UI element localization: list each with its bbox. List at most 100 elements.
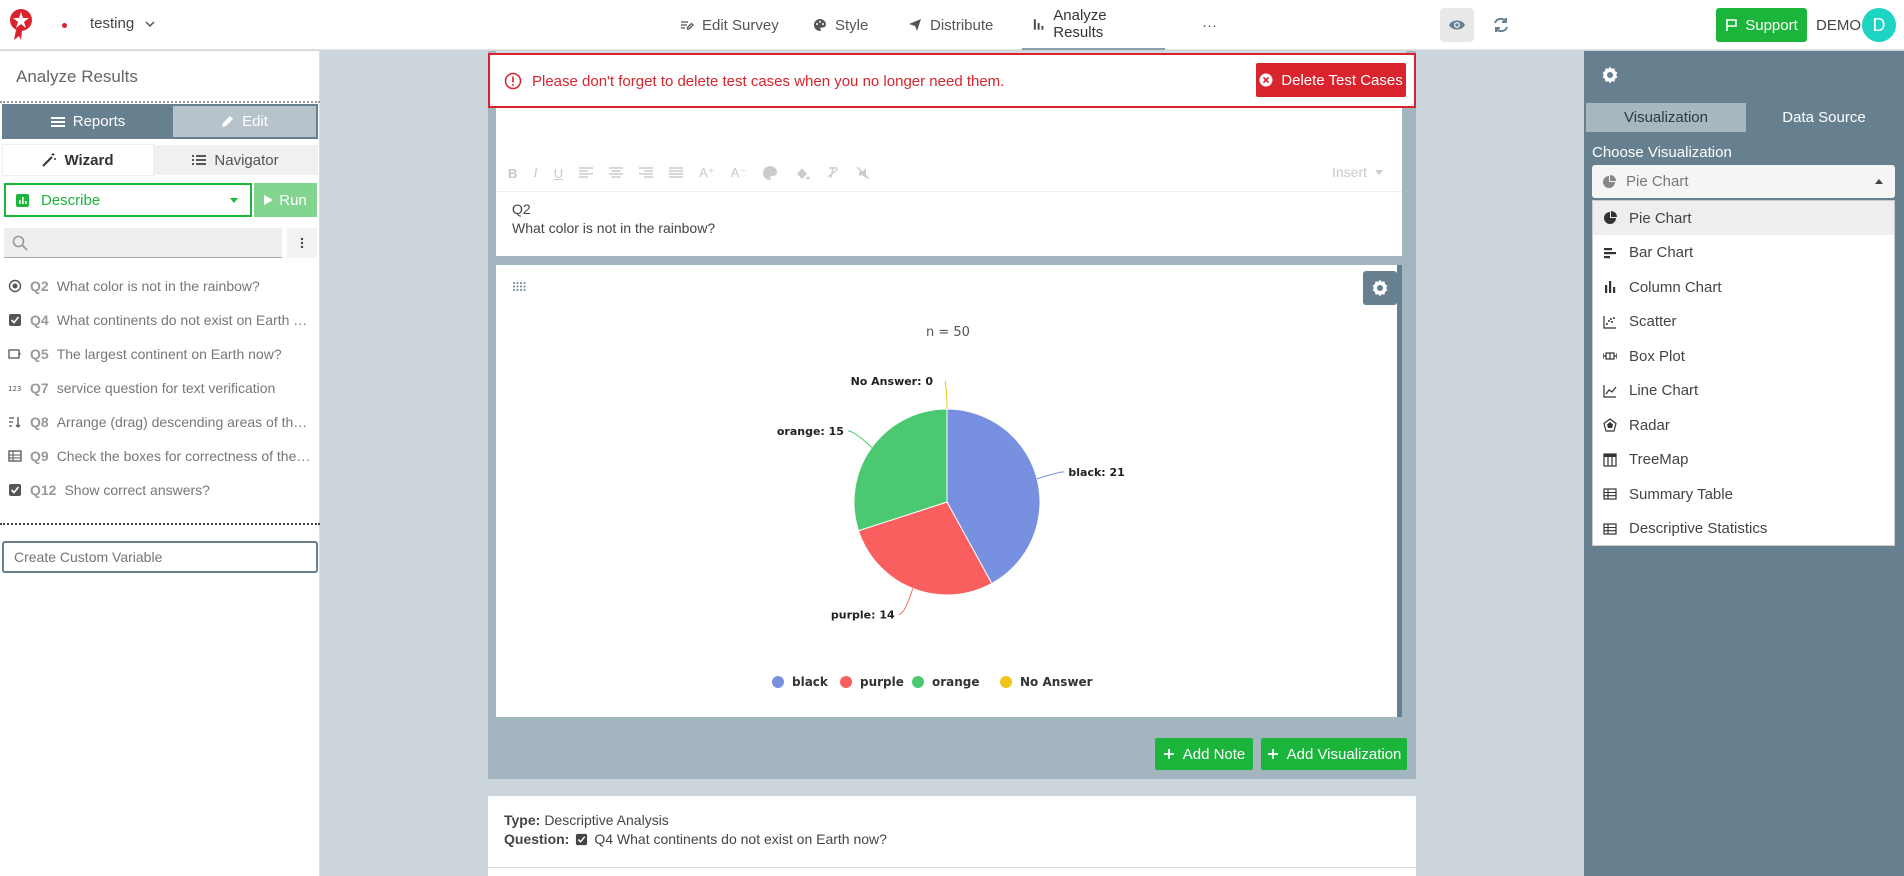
custom-variable-input[interactable] bbox=[2, 541, 318, 573]
align-justify-icon[interactable] bbox=[669, 167, 684, 179]
chart-legend: black purple orange No Answer bbox=[772, 675, 1093, 689]
pie-slice-purple[interactable] bbox=[857, 501, 993, 596]
clear-format-icon[interactable] bbox=[826, 166, 840, 180]
analysis-type-select[interactable]: Describe bbox=[4, 183, 252, 217]
list-item[interactable]: Q5 The largest continent on Earth now? bbox=[8, 344, 314, 364]
list-icon bbox=[192, 155, 207, 165]
bold-icon[interactable]: B bbox=[508, 165, 518, 181]
font-size-up-icon[interactable]: A⁺ bbox=[699, 165, 715, 180]
more-label: ··· bbox=[1202, 16, 1217, 34]
legend-swatch bbox=[840, 676, 852, 688]
tab-wizard[interactable]: Wizard bbox=[3, 145, 153, 175]
menu-item-label: TreeMap bbox=[1629, 451, 1689, 468]
menu-item-summary-table[interactable]: Summary Table bbox=[1593, 477, 1894, 511]
menu-item-descriptive-statistics[interactable]: Descriptive Statistics bbox=[1593, 512, 1894, 546]
reports-button[interactable]: Reports bbox=[4, 106, 172, 137]
list-item[interactable]: Q8 Arrange (drag) descending areas of th… bbox=[8, 412, 314, 432]
menu-item-column-chart[interactable]: Column Chart bbox=[1593, 270, 1894, 304]
font-size-down-icon[interactable]: A⁻ bbox=[730, 165, 747, 180]
question-text: What color is not in the rainbow? bbox=[56, 278, 260, 294]
menu-item-label: Pie Chart bbox=[1629, 209, 1692, 227]
tab-data-source[interactable]: Data Source bbox=[1782, 109, 1866, 126]
insert-label: Insert bbox=[1332, 164, 1368, 180]
align-left-icon[interactable] bbox=[579, 167, 594, 179]
question-search-input[interactable] bbox=[4, 228, 282, 258]
list-item[interactable]: Q4 What continents do not exist on Earth… bbox=[8, 310, 314, 330]
note-card bbox=[496, 108, 1402, 256]
edit-list-icon bbox=[681, 21, 694, 30]
menu-item-line-chart[interactable]: Line Chart bbox=[1593, 374, 1894, 408]
more-menu-button[interactable]: ··· bbox=[1202, 0, 1217, 50]
align-right-icon[interactable] bbox=[639, 167, 654, 179]
tab-style[interactable]: Style bbox=[813, 0, 868, 50]
question-options-button[interactable] bbox=[287, 228, 317, 258]
menu-item-label: Descriptive Statistics bbox=[1629, 520, 1768, 537]
run-button[interactable]: Run bbox=[254, 183, 317, 217]
visualization-select[interactable]: Pie Chart bbox=[1592, 165, 1895, 198]
menu-item-pie-chart[interactable]: Pie Chart bbox=[1593, 201, 1894, 235]
checkbox-icon bbox=[9, 484, 21, 496]
mute-icon[interactable] bbox=[856, 166, 870, 180]
underline-icon[interactable]: U bbox=[553, 165, 564, 181]
support-button[interactable]: Support bbox=[1716, 8, 1807, 42]
question-text: The largest continent on Earth now? bbox=[56, 346, 282, 362]
align-center-icon[interactable] bbox=[609, 167, 624, 179]
edit-label: Edit bbox=[242, 113, 268, 130]
tab-analyze-results[interactable]: Analyze Results bbox=[1022, 0, 1165, 50]
menu-item-radar[interactable]: Radar bbox=[1593, 408, 1894, 442]
palette-icon[interactable] bbox=[762, 165, 778, 181]
question-number: Q2 bbox=[30, 278, 49, 294]
note-question-number[interactable]: Q2 bbox=[512, 201, 531, 217]
list-item[interactable]: Q9 Check the boxes for correctness of th… bbox=[8, 446, 314, 466]
visualization-settings-button[interactable] bbox=[1363, 271, 1397, 305]
scatter-icon bbox=[1603, 315, 1616, 329]
type-label: Type: bbox=[504, 812, 541, 828]
add-visualization-button[interactable]: Add Visualization bbox=[1261, 738, 1407, 770]
tab-analyze-results-label: Analyze Results bbox=[1053, 7, 1107, 41]
legend-item-purple[interactable]: purple bbox=[840, 675, 904, 689]
menu-item-bar-chart[interactable]: Bar Chart bbox=[1593, 236, 1894, 270]
drag-handle-icon[interactable] bbox=[512, 281, 526, 295]
edit-button[interactable]: Edit bbox=[173, 106, 316, 137]
add-note-button[interactable]: Add Note bbox=[1155, 738, 1253, 770]
alert-circle-icon bbox=[504, 72, 522, 90]
flag-icon bbox=[1726, 19, 1738, 31]
menu-item-treemap[interactable]: TreeMap bbox=[1593, 443, 1894, 477]
tab-navigator[interactable]: Navigator bbox=[153, 145, 318, 175]
tab-visualization[interactable]: Visualization bbox=[1586, 103, 1746, 132]
pie-slice-orange[interactable] bbox=[853, 408, 948, 532]
pie-chart-icon bbox=[1603, 174, 1616, 188]
legend-item-black[interactable]: black bbox=[772, 675, 829, 689]
app-logo-icon[interactable] bbox=[6, 6, 36, 44]
gear-icon[interactable] bbox=[1600, 65, 1620, 85]
list-item[interactable]: 123 Q7 service question for text verific… bbox=[8, 378, 314, 398]
delete-test-cases-button[interactable]: Delete Test Cases bbox=[1256, 63, 1406, 97]
fill-color-icon[interactable] bbox=[794, 165, 810, 181]
note-question-text[interactable]: What color is not in the rainbow? bbox=[512, 220, 716, 236]
tab-edit-survey[interactable]: Edit Survey bbox=[680, 0, 779, 50]
tab-distribute[interactable]: Distribute bbox=[908, 0, 993, 50]
avatar[interactable]: D bbox=[1862, 8, 1896, 42]
next-report-card bbox=[488, 796, 1416, 876]
legend-label: orange bbox=[932, 675, 980, 689]
refresh-button[interactable] bbox=[1484, 8, 1518, 42]
question-number: Q9 bbox=[30, 448, 49, 464]
refresh-icon bbox=[1494, 17, 1508, 33]
insert-dropdown[interactable]: Insert bbox=[1332, 164, 1384, 180]
user-name[interactable]: DEMO bbox=[1816, 17, 1861, 34]
pie-slice-black[interactable] bbox=[946, 408, 1041, 585]
chevron-down-icon[interactable] bbox=[145, 19, 155, 29]
survey-name[interactable]: testing bbox=[90, 15, 135, 32]
plus-icon bbox=[1267, 749, 1278, 759]
list-item[interactable]: Q12 Show correct answers? bbox=[8, 480, 314, 500]
list-item[interactable]: Q2 What color is not in the rainbow? bbox=[8, 276, 314, 296]
legend-item-no-answer[interactable]: No Answer bbox=[1000, 675, 1093, 689]
menu-item-scatter[interactable]: Scatter bbox=[1593, 305, 1894, 339]
table-icon bbox=[1603, 488, 1617, 500]
legend-label: black bbox=[792, 675, 829, 689]
legend-item-orange[interactable]: orange bbox=[912, 675, 980, 689]
menu-item-box-plot[interactable]: Box Plot bbox=[1593, 339, 1894, 373]
preview-button[interactable] bbox=[1440, 8, 1474, 42]
kebab-menu-icon bbox=[300, 237, 304, 249]
italic-icon[interactable]: I bbox=[533, 165, 538, 180]
